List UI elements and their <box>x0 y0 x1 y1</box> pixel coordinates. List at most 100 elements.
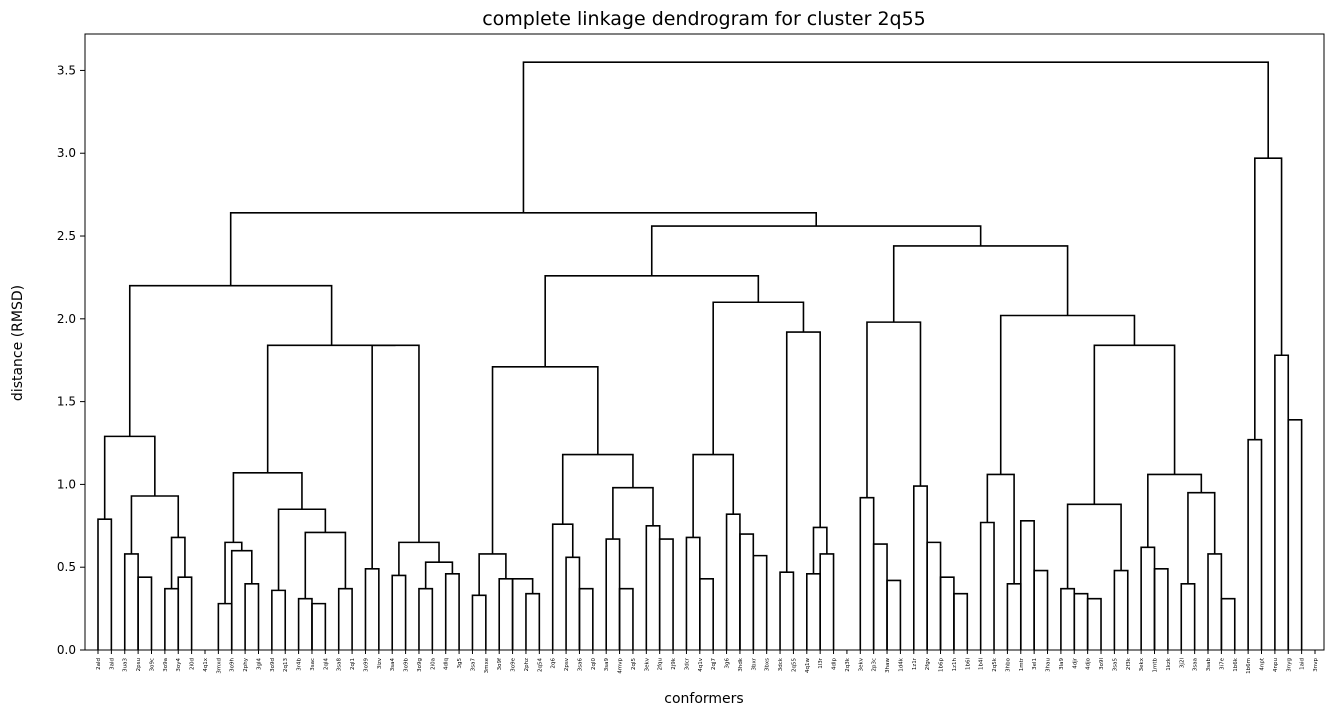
dendrogram-link <box>565 556 581 650</box>
leaf-label: 3g6 <box>725 658 731 669</box>
leaf-label: 3sa5 <box>1112 657 1118 671</box>
leaf-label: 1b6m <box>1246 658 1252 674</box>
dendrogram-link <box>224 541 243 604</box>
dendrogram-link <box>561 453 634 525</box>
dendrogram-link <box>551 523 574 650</box>
leaf-label: 2f3k <box>1126 657 1132 670</box>
leaf-label: 3gl4 <box>256 658 262 671</box>
leaf-label: 1l3r <box>818 657 824 669</box>
leaf-label: 3sa7 <box>470 657 476 671</box>
leaf-label: 4npt <box>1260 657 1266 670</box>
leaf-label: 1b6k <box>1233 657 1239 671</box>
leaf-label: 1b6p <box>939 657 945 671</box>
dendrogram-link <box>953 592 969 650</box>
dendrogram-link <box>986 473 1015 584</box>
leaf-label: 3oy4 <box>176 658 182 672</box>
dendrogram-link <box>103 435 156 520</box>
dendrogram-link <box>123 553 139 650</box>
leaf-label: 3o9f <box>497 657 503 670</box>
dendrogram-link <box>1153 568 1169 650</box>
leaf-label: 3dck <box>778 657 784 671</box>
leaf-label: 2qj7 <box>711 658 717 671</box>
dendrogram-link <box>522 61 1269 213</box>
x-axis-label: conformers <box>664 691 743 707</box>
leaf-label: 3sa9 <box>604 657 610 671</box>
leaf-label: 3i7e <box>1219 657 1225 670</box>
dendrogram-link <box>1180 582 1196 650</box>
leaf-label: 3saa <box>1193 658 1199 671</box>
leaf-label: 3o9e <box>511 657 517 671</box>
leaf-label: 3dcr <box>684 657 690 670</box>
leaf-label: 2q54 <box>537 658 543 672</box>
leaf-label: 4djo <box>1086 657 1092 670</box>
dendrogram-link <box>478 553 507 596</box>
leaf-label: 1mtb <box>1153 658 1159 673</box>
dendrogram-link <box>650 225 982 276</box>
y-tick-label: 1.0 <box>57 477 76 491</box>
leaf-label: 2q5k <box>992 657 998 671</box>
dendrogram-link <box>785 331 821 573</box>
leaf-label: 3nvp <box>1313 657 1319 671</box>
dendrogram-link <box>337 587 353 650</box>
leaf-label: 3el1 <box>1032 658 1038 670</box>
leaf-label: 3o99 <box>363 658 369 672</box>
leaf-label: 3la9 <box>1059 658 1065 670</box>
dendrogram-link <box>578 587 594 650</box>
leaf-label: 1b4l <box>979 658 985 670</box>
leaf-label: 2i0a <box>430 658 436 670</box>
dendrogram-link <box>544 274 760 367</box>
leaf-label: 2q13 <box>283 658 289 672</box>
leaf-label: 3sa8 <box>337 657 343 671</box>
leaf-label: 3o9g <box>417 658 423 672</box>
leaf-label: 3hau <box>1046 658 1052 672</box>
dendrogram-link <box>699 577 714 650</box>
dendrogram-link <box>866 321 922 498</box>
leaf-label: 3sa6 <box>577 657 583 671</box>
leaf-label: 2j9k <box>671 657 677 670</box>
leaf-label: 1z1h <box>952 657 958 671</box>
y-axis-ticks: 0.0 0.5 1.0 1.5 2.0 2.5 3.0 3.5 <box>57 63 85 657</box>
dendrogram-link <box>806 573 821 650</box>
leaf-label: 3ekv <box>858 657 864 671</box>
dendrogram-link <box>886 579 902 650</box>
dendrogram-link <box>752 554 768 650</box>
dendrogram-link <box>712 301 805 455</box>
dendrogram-link <box>819 553 835 650</box>
leaf-label: 3mxd <box>216 658 222 674</box>
dendrogram-link <box>1207 553 1223 650</box>
dendrogram-link <box>418 587 434 650</box>
dendrogram-link <box>685 536 701 650</box>
leaf-label: 4npu <box>1273 658 1279 672</box>
leaf-label: 3hdk <box>738 657 744 671</box>
y-tick-label: 2.5 <box>57 229 76 243</box>
leaf-label: 1d4k <box>898 657 904 671</box>
dendrogram-link <box>177 576 193 650</box>
leaf-label: 2phy <box>243 657 249 671</box>
dendrogram-link <box>1060 587 1076 650</box>
leaf-label: 3haw <box>885 658 891 673</box>
dendrogram-link <box>311 602 327 650</box>
leaf-label: 2q6 <box>551 658 557 669</box>
dendrogram-link <box>739 533 755 650</box>
leaf-label: 4dlp <box>832 657 838 670</box>
dendrogram-link <box>939 576 955 650</box>
leaf-label: 3g5 <box>457 658 463 669</box>
dendrogram-link <box>1247 438 1263 650</box>
dendrogram-link <box>979 521 995 650</box>
leaf-label: 2ql5 <box>631 658 637 671</box>
leaf-label: 4q1w <box>805 658 811 673</box>
dendrogram-link <box>297 597 313 650</box>
dendrogram-link <box>1254 157 1283 440</box>
y-tick-label: 3.5 <box>57 63 76 77</box>
y-tick-label: 2.0 <box>57 312 76 326</box>
leaf-label: 3o9l <box>1099 658 1105 670</box>
leaf-label: 3sa4 <box>390 657 396 671</box>
leaf-label: 2fgv <box>925 657 931 670</box>
dendrogram-link <box>244 582 260 650</box>
dendrogram-link <box>97 518 113 650</box>
dendrogram-link <box>471 594 487 650</box>
dendrogram-link <box>424 561 454 589</box>
dendrogram-link <box>1033 569 1049 650</box>
leaf-label: 2ald <box>96 658 102 670</box>
leaf-label: 2psu <box>136 658 142 671</box>
